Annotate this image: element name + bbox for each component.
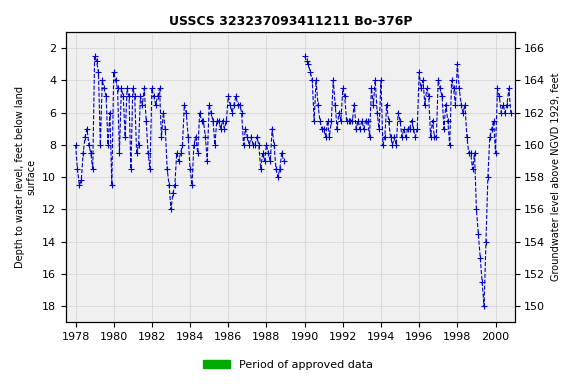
Title: USSCS 323237093411211 Bo-376P: USSCS 323237093411211 Bo-376P	[169, 15, 412, 28]
Bar	[75, 326, 291, 335]
Y-axis label: Depth to water level, feet below land
surface: Depth to water level, feet below land su…	[15, 86, 37, 268]
Y-axis label: Groundwater level above NGVD 1929, feet: Groundwater level above NGVD 1929, feet	[551, 73, 561, 281]
Legend: Period of approved data: Period of approved data	[198, 356, 378, 375]
Bar	[305, 326, 511, 335]
